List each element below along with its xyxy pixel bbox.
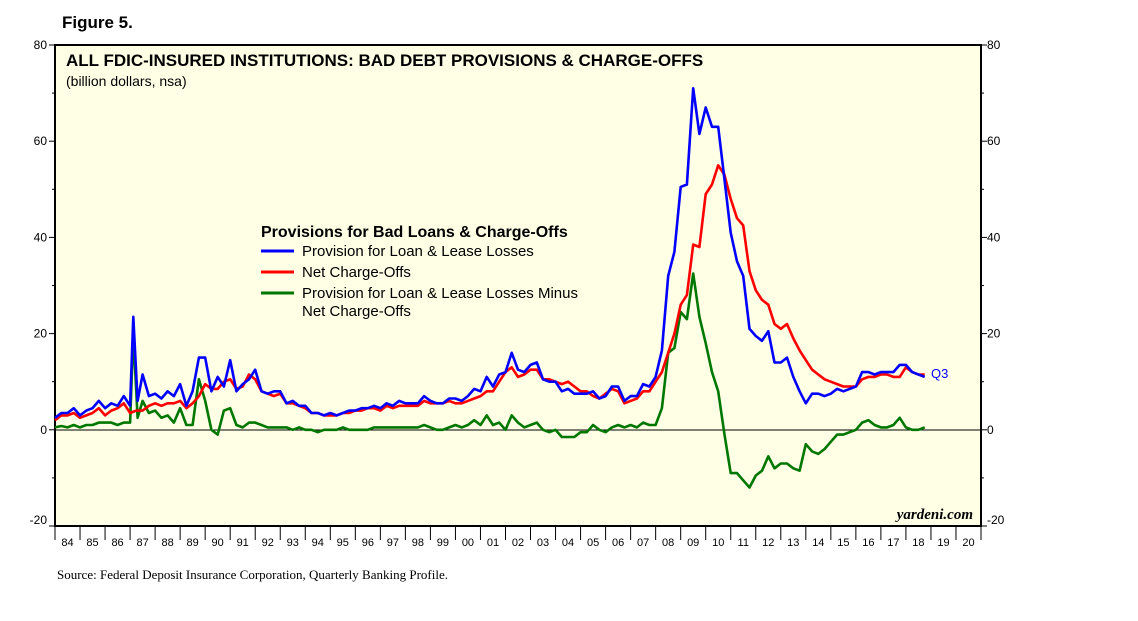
series-line-net-charge-offs [54,164,925,422]
x-tick-label: 92 [262,537,274,549]
x-tick-label: 93 [287,537,299,549]
x-tick-label: 84 [61,537,73,549]
x-tick-label: 95 [337,537,349,549]
x-tick-label: 91 [237,537,249,549]
end-label: Q3 [931,366,948,381]
y-tick-label-right: 20 [987,327,1001,341]
x-tick-label: 02 [512,537,524,549]
x-tick-label: 99 [437,537,449,549]
legend: Provisions for Bad Loans & Charge-Offs P… [261,224,582,320]
watermark: yardeni.com [895,507,973,523]
x-tick-label: 11 [738,537,749,549]
chart-title: ALL FDIC-INSURED INSTITUTIONS: BAD DEBT … [66,51,703,70]
x-tick-label: 16 [862,537,874,549]
y-tick-label-left: 60 [34,134,48,148]
x-tick-label: 94 [312,537,324,549]
legend-label-charge-offs: Net Charge-Offs [302,264,411,281]
x-tick-label: 18 [912,537,924,549]
series-lines [54,87,926,489]
y-tick-label-right: -20 [987,513,1005,527]
y-tick-label-left: -20 [30,513,48,527]
x-tick-label: 96 [362,537,374,549]
x-tick-label: 88 [161,537,173,549]
x-tick-label: 00 [462,537,474,549]
legend-label-difference-line2: Net Charge-Offs [302,303,411,320]
x-tick-label: 12 [762,537,774,549]
x-tick-label: 03 [537,537,549,549]
x-tick-label: 17 [887,537,899,549]
legend-title: Provisions for Bad Loans & Charge-Offs [261,224,568,241]
x-tick-label: 08 [662,537,674,549]
x-tick-label: 06 [612,537,624,549]
x-tick-label: 15 [837,537,849,549]
y-tick-label-left: 20 [34,327,48,341]
x-tick-label: 01 [487,537,499,549]
y-tick-label-left: 40 [34,230,48,244]
x-tick-label: 14 [812,537,824,549]
y-tick-label-right: 60 [987,134,1001,148]
series-line-provision [54,87,926,419]
y-tick-label-left: 0 [40,423,47,437]
x-tick-label: 07 [637,537,649,549]
chart-subtitle: (billion dollars, nsa) [66,73,187,89]
x-tick-label: 87 [136,537,148,549]
x-tick-label: 90 [212,537,224,549]
x-tick-label: 09 [687,537,699,549]
legend-label-difference-line1: Provision for Loan & Lease Losses Minus [302,285,578,302]
legend-label-difference: Provision for Loan & Lease Losses Minus … [302,285,582,320]
source-note: Source: Federal Deposit Insurance Corpor… [57,567,448,582]
y-tick-label-right: 80 [987,38,1001,52]
y-tick-label-right: 0 [987,423,994,437]
x-tick-label: 13 [787,537,799,549]
x-tick-label: 04 [562,537,574,549]
x-tick-label: 10 [712,537,724,549]
x-tick-label: 19 [937,537,949,549]
y-tick-label-right: 40 [987,230,1001,244]
x-tick-label: 05 [587,537,599,549]
x-tick-label: 98 [412,537,424,549]
x-tick-label: 89 [187,537,199,549]
x-tick-label: 86 [111,537,123,549]
series-line-difference [54,272,926,489]
legend-label-provision: Provision for Loan & Lease Losses [302,243,534,260]
x-tick-label: 85 [86,537,98,549]
y-tick-label-left: 80 [34,38,48,52]
figure-label: Figure 5. [62,13,133,32]
x-tick-label: 97 [387,537,399,549]
x-tick-label: 20 [962,537,974,549]
